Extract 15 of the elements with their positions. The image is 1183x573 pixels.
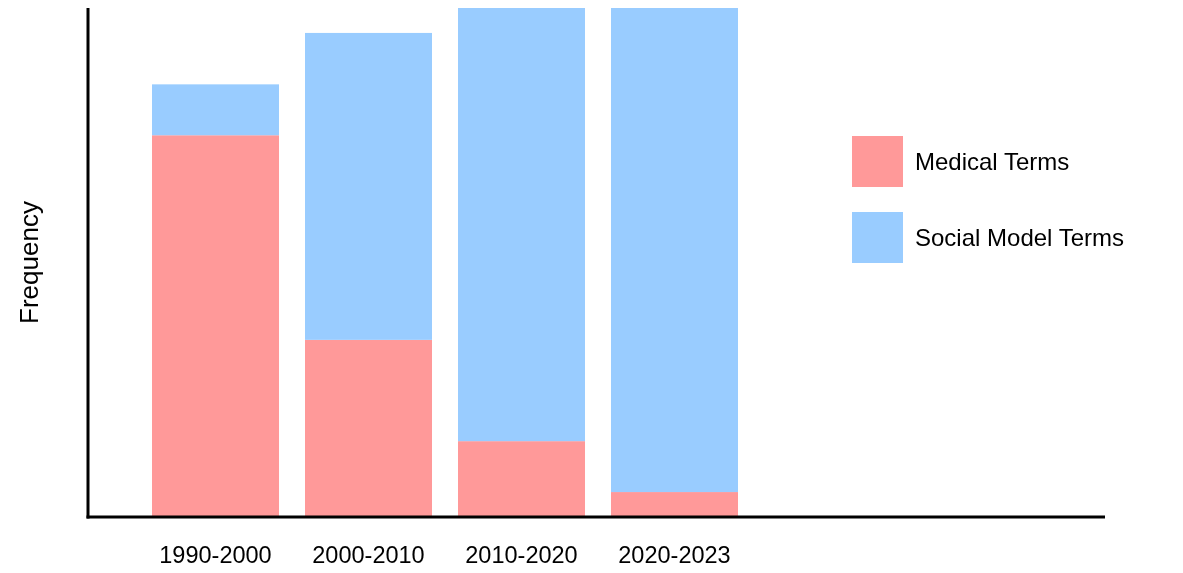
bar — [152, 135, 279, 517]
bar — [458, 8, 585, 442]
bar — [458, 441, 585, 517]
legend-label: Social Model Terms — [915, 224, 1124, 251]
bar — [305, 32, 432, 340]
legend-label: Medical Terms — [915, 148, 1070, 175]
x-tick-label: 1990-2000 — [159, 542, 272, 568]
bar — [611, 8, 738, 493]
bar — [152, 84, 279, 136]
x-tick-label: 2010-2020 — [465, 542, 578, 568]
y-axis-title: Frequency — [14, 201, 44, 324]
bar — [305, 339, 432, 517]
x-tick-label: 2020-2023 — [618, 542, 731, 568]
x-tick-label: 2000-2010 — [312, 542, 425, 568]
bar — [611, 492, 738, 517]
